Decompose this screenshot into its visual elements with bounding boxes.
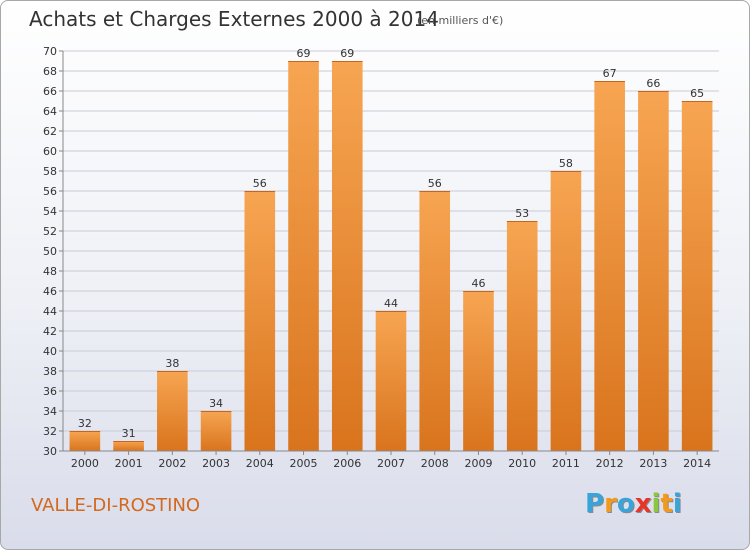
logo-letter: P [585, 489, 605, 519]
labels: 30 32 34 36 38 40 42 44 46 48 50 52 54 56 58 60 62 64 66 68… [43, 45, 711, 470]
x-tick-label: 2010 [508, 457, 536, 470]
data-label: 44 [384, 297, 398, 310]
bar-2006 [331, 61, 363, 451]
bar-2008 [419, 191, 451, 451]
y-tick-label: 42 [43, 325, 57, 338]
data-label: 67 [603, 67, 617, 80]
logo-letter: i [651, 489, 661, 519]
x-tick-label: 2004 [246, 457, 274, 470]
logo-letter: r [604, 489, 617, 519]
logo-letter: i [672, 489, 682, 519]
y-tick-label: 44 [43, 305, 57, 318]
proxiti-logo: Proxiti [585, 489, 682, 519]
x-tick-label: 2007 [377, 457, 405, 470]
data-label: 69 [340, 47, 354, 60]
y-tick-label: 50 [43, 245, 57, 258]
x-tick-label: 2000 [71, 457, 99, 470]
y-tick-label: 34 [43, 405, 57, 418]
y-tick-label: 54 [43, 205, 57, 218]
y-tick-label: 60 [43, 145, 57, 158]
data-label: 58 [559, 157, 573, 170]
bar-2000 [69, 431, 101, 451]
y-tick-label: 32 [43, 425, 57, 438]
bar-2002 [157, 371, 188, 451]
commune-name: VALLE-DI-ROSTINO [31, 495, 201, 516]
data-label: 69 [297, 47, 311, 60]
y-tick-label: 30 [43, 445, 57, 458]
bar-2001 [113, 441, 144, 451]
bars [69, 61, 713, 451]
y-tick-label: 68 [43, 65, 57, 78]
bar-2010 [506, 221, 538, 451]
data-label: 66 [646, 77, 660, 90]
data-label: 31 [122, 427, 136, 440]
y-tick-label: 66 [43, 85, 57, 98]
y-tick-label: 58 [43, 165, 57, 178]
y-tick-label: 46 [43, 285, 57, 298]
chart-title: Achats et Charges Externes 2000 à 2014 [29, 7, 439, 31]
bar-2013 [638, 91, 669, 451]
bar-2005 [288, 61, 319, 451]
y-tick-label: 48 [43, 265, 57, 278]
data-label: 56 [253, 177, 267, 190]
x-tick-label: 2014 [683, 457, 711, 470]
y-tick-label: 52 [43, 225, 57, 238]
x-tick-label: 2009 [464, 457, 492, 470]
y-tick-label: 40 [43, 345, 57, 358]
data-label: 53 [515, 207, 529, 220]
bar-2011 [550, 171, 582, 451]
y-tick-label: 36 [43, 385, 57, 398]
x-tick-label: 2005 [290, 457, 318, 470]
x-tick-label: 2002 [158, 457, 186, 470]
y-tick-label: 38 [43, 365, 57, 378]
axes [59, 50, 719, 455]
y-tick-label: 64 [43, 105, 57, 118]
logo-letter: x [634, 489, 652, 519]
data-label: 34 [209, 397, 223, 410]
bar-2007 [375, 311, 407, 451]
x-tick-label: 2001 [115, 457, 143, 470]
data-label: 65 [690, 87, 704, 100]
x-tick-label: 2012 [596, 457, 624, 470]
data-label: 32 [78, 417, 92, 430]
x-tick-label: 2013 [639, 457, 667, 470]
x-tick-label: 2006 [333, 457, 361, 470]
bar-2003 [200, 411, 232, 451]
data-label: 38 [165, 357, 179, 370]
y-tick-label: 62 [43, 125, 57, 138]
bar-2012 [594, 81, 625, 451]
bar-2009 [463, 291, 494, 451]
logo-letter: o [616, 489, 635, 519]
x-tick-label: 2003 [202, 457, 230, 470]
data-label: 46 [471, 277, 485, 290]
bar-2014 [681, 101, 713, 451]
x-tick-label: 2011 [552, 457, 580, 470]
chart-unit-note: (en milliers d'€) [417, 14, 504, 27]
x-tick-label: 2008 [421, 457, 449, 470]
bar-2004 [244, 191, 276, 451]
y-tick-label: 70 [43, 45, 57, 58]
data-label: 56 [428, 177, 442, 190]
logo-letter: t [660, 489, 673, 519]
y-tick-label: 56 [43, 185, 57, 198]
